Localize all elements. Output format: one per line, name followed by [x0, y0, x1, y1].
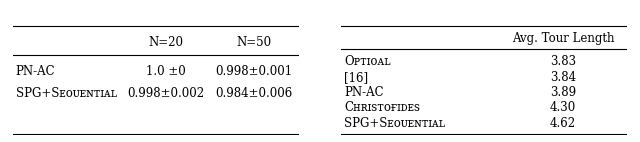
Text: 3.89: 3.89 — [550, 86, 576, 99]
Text: 0.984±0.006: 0.984±0.006 — [216, 87, 293, 100]
Text: Oᴘᴛɪᴏᴀʟ: Oᴘᴛɪᴏᴀʟ — [344, 55, 391, 68]
Text: Avg. Tour Length: Avg. Tour Length — [511, 32, 614, 45]
Text: 0.998±0.001: 0.998±0.001 — [216, 65, 293, 78]
Text: SPG+Sᴇᴏᴜᴇɴᴛɪᴀʟ: SPG+Sᴇᴏᴜᴇɴᴛɪᴀʟ — [344, 117, 445, 130]
Text: N=20: N=20 — [148, 36, 183, 49]
Text: SPG+Sᴇᴏᴜᴇɴᴛɪᴀʟ: SPG+Sᴇᴏᴜᴇɴᴛɪᴀʟ — [15, 87, 116, 100]
Text: 4.62: 4.62 — [550, 117, 576, 130]
Text: 4.30: 4.30 — [550, 101, 576, 114]
Text: 1.0 ±0: 1.0 ±0 — [146, 65, 186, 78]
Text: Cʜʀɪѕᴛᴏғɪᴅᴇѕ: Cʜʀɪѕᴛᴏғɪᴅᴇѕ — [344, 101, 420, 114]
Text: N=50: N=50 — [237, 36, 272, 49]
Text: 3.83: 3.83 — [550, 55, 576, 68]
Text: 0.998±0.002: 0.998±0.002 — [127, 87, 204, 100]
Text: PN-AC: PN-AC — [15, 65, 55, 78]
Text: [16]: [16] — [344, 71, 369, 84]
Text: 3.84: 3.84 — [550, 71, 576, 84]
Text: PN-AC: PN-AC — [344, 86, 384, 99]
